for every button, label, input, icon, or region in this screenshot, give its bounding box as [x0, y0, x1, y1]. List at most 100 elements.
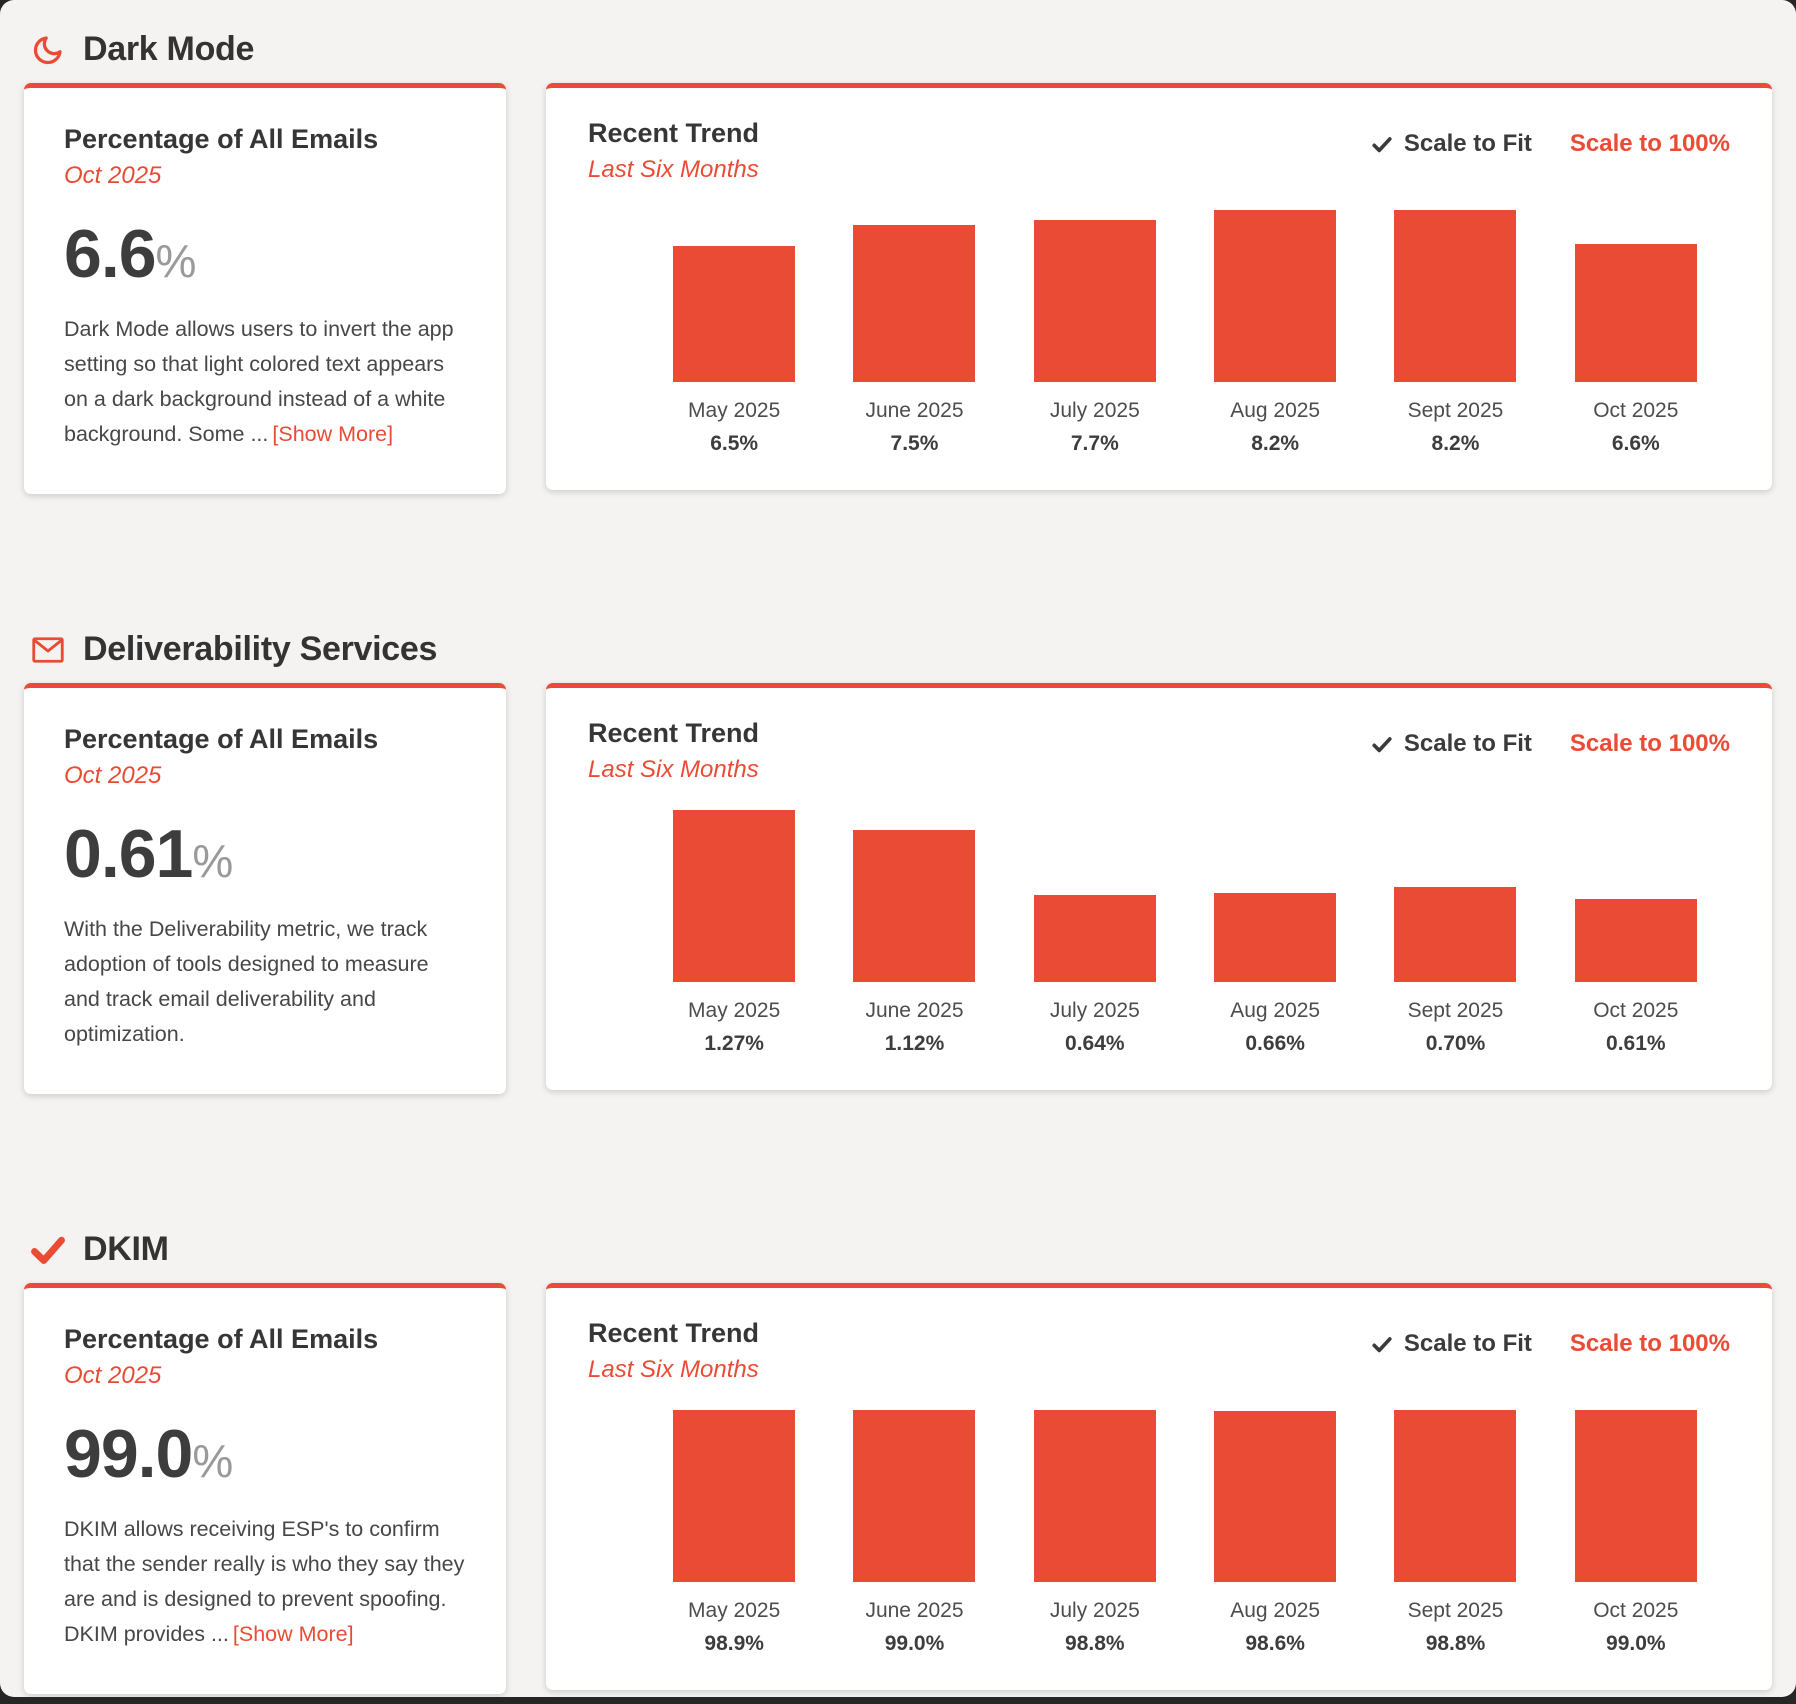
- trend-bar: [673, 1410, 796, 1583]
- section-header: Deliverability Services: [30, 630, 1766, 669]
- bar-month-label: Aug 2025: [1230, 399, 1321, 422]
- trend-bar-column: Aug 2025 98.6%: [1185, 1410, 1365, 1656]
- bar-plot-area: [853, 210, 976, 382]
- trend-subheading: Last Six Months: [588, 156, 759, 183]
- bar-month-label: June 2025: [865, 399, 964, 422]
- trend-bar: [1394, 1410, 1517, 1583]
- show-more-link[interactable]: [Show More]: [232, 1622, 354, 1647]
- trend-bar: [1394, 887, 1517, 983]
- bar-month-label: June 2025: [865, 1599, 964, 1623]
- scale-to-fit-button[interactable]: Scale to Fit: [1371, 730, 1532, 758]
- trend-heading: Recent Trend: [588, 1318, 760, 1349]
- bar-value-label: 7.7%: [1070, 432, 1119, 455]
- stat-description: With the Deliverability metric, we track…: [64, 912, 466, 1052]
- stat-description: Dark Mode allows users to invert the app…: [64, 312, 466, 452]
- trend-titles: Recent Trend Last Six Months: [588, 718, 759, 784]
- checkmark-icon: [1371, 1333, 1393, 1355]
- bar-chart: May 2025 98.9% June 2025 99.0% July 2025 98.8…: [588, 1410, 1730, 1656]
- stat-description-text: Dark Mode allows users to invert the app…: [64, 317, 454, 447]
- bar-value-label: 0.61%: [1606, 1032, 1666, 1056]
- show-more-link[interactable]: [Show More]: [272, 422, 394, 447]
- bar-value-label: 8.2%: [1431, 432, 1480, 455]
- metric-section: DKIM Percentage of All Emails Oct 2025 9…: [24, 1230, 1772, 1695]
- trend-bar: [1033, 220, 1156, 382]
- bar-month-label: May 2025: [688, 999, 781, 1023]
- bar-month-label: July 2025: [1049, 1599, 1140, 1623]
- stat-value-row: 0.61%: [64, 820, 466, 888]
- bar-month-label: Aug 2025: [1230, 999, 1321, 1023]
- scale-to-100-button[interactable]: Scale to 100%: [1569, 130, 1730, 157]
- bar-plot-area: [1033, 810, 1156, 983]
- trend-card: Recent Trend Last Six Months Scale to Fi…: [546, 83, 1772, 490]
- trend-bar: [853, 225, 976, 382]
- scale-to-100-button[interactable]: Scale to 100%: [1569, 730, 1730, 758]
- stat-description: DKIM allows receiving ESP's to confirm t…: [64, 1512, 466, 1652]
- percent-sign: %: [192, 835, 234, 888]
- stat-card: Percentage of All Emails Oct 2025 99.0% …: [24, 1283, 506, 1695]
- percent-sign: %: [155, 235, 197, 287]
- bar-month-label: May 2025: [688, 1599, 781, 1623]
- stat-card: Percentage of All Emails Oct 2025 0.61% …: [24, 683, 506, 1095]
- stat-value: 0.61: [64, 816, 193, 893]
- envelope-icon: [30, 632, 66, 668]
- section-cards: Percentage of All Emails Oct 2025 6.6% D…: [24, 83, 1772, 495]
- trend-bar: [1394, 210, 1517, 382]
- bar-value-label: 6.5%: [710, 432, 759, 455]
- scale-to-fit-label: Scale to Fit: [1403, 130, 1532, 157]
- stat-value: 99.0: [64, 1416, 193, 1493]
- trend-bar: [1574, 1410, 1697, 1583]
- scale-toggle: Scale to Fit Scale to 100%: [1371, 118, 1730, 158]
- stat-period: Oct 2025: [64, 162, 162, 189]
- scale-to-100-button[interactable]: Scale to 100%: [1569, 1330, 1730, 1358]
- trend-bar-column: May 2025 98.9%: [644, 1410, 824, 1656]
- scale-toggle: Scale to Fit Scale to 100%: [1371, 1318, 1730, 1358]
- bar-value-label: 1.27%: [704, 1032, 764, 1056]
- section-title: Deliverability Services: [83, 630, 438, 669]
- bar-value-label: 0.70%: [1425, 1032, 1486, 1056]
- trend-subheading: Last Six Months: [588, 1356, 759, 1384]
- trend-bar: [1574, 244, 1697, 382]
- bar-plot-area: [1214, 810, 1337, 983]
- bar-plot-area: [1394, 1410, 1517, 1583]
- trend-bar-column: June 2025 99.0%: [824, 1410, 1004, 1656]
- bar-plot-area: [1214, 1410, 1337, 1583]
- trend-bar-column: Oct 2025 0.61%: [1546, 810, 1726, 1056]
- trend-bar: [1214, 210, 1337, 382]
- trend-card: Recent Trend Last Six Months Scale to Fi…: [546, 1283, 1772, 1691]
- checkmark-icon: [1371, 133, 1393, 155]
- trend-bar-column: Sept 2025 0.70%: [1365, 810, 1545, 1056]
- bar-value-label: 7.5%: [890, 432, 939, 455]
- trend-bar-column: Oct 2025 99.0%: [1546, 1410, 1726, 1656]
- trend-bar: [853, 830, 976, 983]
- stat-value: 6.6: [64, 216, 157, 292]
- bar-value-label: 1.12%: [884, 1032, 945, 1056]
- bar-month-label: Sept 2025: [1407, 1599, 1504, 1623]
- stat-heading: Percentage of All Emails: [64, 724, 379, 755]
- scale-to-fit-button[interactable]: Scale to Fit: [1371, 130, 1532, 158]
- trend-bar: [853, 1410, 976, 1583]
- section-cards: Percentage of All Emails Oct 2025 0.61% …: [24, 683, 1772, 1095]
- bar-value-label: 99.0%: [1606, 1632, 1666, 1656]
- stat-value-row: 6.6%: [64, 220, 466, 288]
- stat-description-text: With the Deliverability metric, we track…: [64, 917, 429, 1047]
- section-title: DKIM: [83, 1230, 169, 1269]
- bar-value-label: 98.9%: [704, 1632, 764, 1656]
- trend-bar-column: Oct 2025 6.6%: [1546, 210, 1726, 456]
- trend-header: Recent Trend Last Six Months Scale to Fi…: [588, 718, 1730, 784]
- bar-month-label: July 2025: [1049, 399, 1140, 422]
- bar-value-label: 98.8%: [1065, 1632, 1125, 1656]
- checkmark-icon: [1371, 733, 1393, 755]
- section-title: Dark Mode: [83, 30, 255, 68]
- bar-month-label: Oct 2025: [1593, 399, 1679, 422]
- metric-section: Deliverability Services Percentage of Al…: [24, 630, 1772, 1095]
- bar-month-label: July 2025: [1049, 999, 1140, 1023]
- stat-period: Oct 2025: [64, 1362, 162, 1390]
- scale-to-fit-button[interactable]: Scale to Fit: [1371, 1330, 1532, 1358]
- bar-value-label: 6.6%: [1611, 432, 1660, 455]
- bar-month-label: Sept 2025: [1407, 999, 1504, 1023]
- trend-bar-column: July 2025 98.8%: [1005, 1410, 1185, 1656]
- stat-card: Percentage of All Emails Oct 2025 6.6% D…: [24, 83, 506, 495]
- trend-bar-column: May 2025 1.27%: [644, 810, 824, 1056]
- bar-value-label: 99.0%: [884, 1632, 945, 1656]
